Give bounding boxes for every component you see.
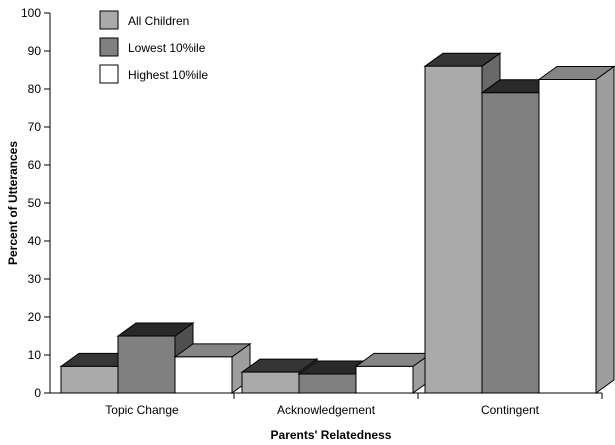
y-axis-title: Percent of Utterances	[6, 141, 20, 265]
y-tick-label: 70	[28, 120, 42, 134]
bar	[537, 65, 615, 394]
bar-front	[538, 79, 597, 394]
legend-swatch	[99, 10, 119, 30]
bar-side	[595, 65, 615, 394]
bar-front	[174, 356, 233, 394]
bar-front	[60, 365, 119, 394]
bar-front	[241, 371, 300, 394]
legend-swatch	[99, 64, 119, 84]
y-tick-label: 100	[21, 6, 41, 20]
y-ticks: 0 10 20 30 40 50 60 70 80 90 100	[21, 6, 50, 400]
bar	[173, 342, 252, 394]
y-tick-label: 60	[28, 158, 42, 172]
bar-front	[298, 373, 357, 394]
legend-swatch	[99, 37, 119, 57]
bar-front	[481, 92, 540, 394]
x-category-label: Contingent	[481, 403, 540, 417]
y-tick-label: 40	[28, 234, 42, 248]
bars-layer	[59, 52, 615, 394]
y-tick-label: 80	[28, 82, 42, 96]
x-categories: Topic Change Acknowledgement Contingent	[105, 393, 603, 417]
y-tick-label: 0	[34, 386, 41, 400]
legend: All Children Lowest 10%ile Highest 10%ile	[99, 10, 208, 84]
bar-front	[424, 65, 483, 394]
bar-front	[117, 335, 176, 394]
legend-label: Highest 10%ile	[128, 68, 208, 82]
y-tick-label: 20	[28, 310, 42, 324]
y-tick-label: 10	[28, 348, 42, 362]
y-tick-label: 50	[28, 196, 42, 210]
legend-label: Lowest 10%ile	[128, 41, 206, 55]
y-tick-label: 90	[28, 44, 42, 58]
bar	[354, 352, 433, 394]
legend-label: All Children	[128, 14, 189, 28]
y-tick-label: 30	[28, 272, 42, 286]
x-axis-title: Parents' Relatedness	[271, 428, 392, 442]
bar-front	[355, 365, 414, 394]
x-category-label: Topic Change	[105, 403, 179, 417]
x-category-label: Acknowledgement	[277, 403, 376, 417]
